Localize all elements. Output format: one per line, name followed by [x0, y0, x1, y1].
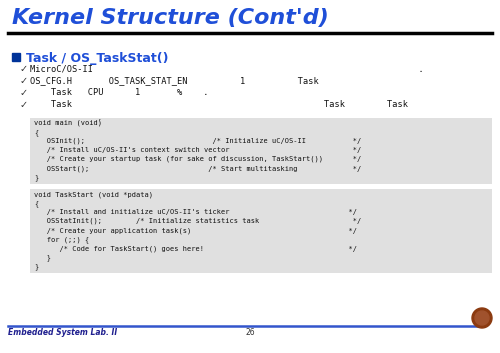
Text: ✓: ✓ — [20, 76, 28, 86]
Bar — [30, 189, 492, 273]
Text: /* Create your application task(s)                                     */: /* Create your application task(s) */ — [34, 227, 357, 233]
Text: /* Install and initialize uC/OS-II's ticker                            */: /* Install and initialize uC/OS-II's tic… — [34, 209, 357, 215]
Text: void main (void): void main (void) — [34, 120, 102, 126]
Text: Task / OS_TaskStat(): Task / OS_TaskStat() — [26, 52, 169, 65]
Text: .: . — [98, 112, 102, 122]
Text: /* Code for TaskStart() goes here!                                  */: /* Code for TaskStart() goes here! */ — [34, 245, 357, 251]
Text: OSInit();                              /* Initialize uC/OS-II           */: OSInit(); /* Initialize uC/OS-II */ — [34, 138, 361, 144]
Text: MicroC/OS-II                                                              .: MicroC/OS-II . — [30, 64, 424, 73]
Circle shape — [475, 311, 489, 325]
Text: {: { — [34, 129, 38, 136]
Text: OSStart();                            /* Start multitasking             */: OSStart(); /* Start multitasking */ — [34, 165, 361, 172]
Text: void TaskStart (void *pdata): void TaskStart (void *pdata) — [34, 191, 153, 197]
Text: {: { — [34, 200, 38, 207]
Text: ✓: ✓ — [20, 64, 28, 74]
Text: }: } — [34, 263, 38, 270]
Text: /* Install uC/OS-II's context switch vector                             */: /* Install uC/OS-II's context switch vec… — [34, 147, 361, 153]
Text: 26: 26 — [245, 328, 255, 337]
Text: ✓: ✓ — [20, 100, 28, 110]
Text: Embedded System Lab. II: Embedded System Lab. II — [8, 328, 117, 337]
Bar — [12, 53, 20, 61]
Circle shape — [472, 308, 492, 328]
Text: /* Create your startup task (for sake of discussion, TaskStart())       */: /* Create your startup task (for sake of… — [34, 156, 361, 162]
Text: for (;;) {: for (;;) { — [34, 236, 89, 243]
Text: ✓: ✓ — [20, 88, 28, 98]
Text: OSStatInit();        /* Initialize statistics task                      */: OSStatInit(); /* Initialize statistics t… — [34, 218, 361, 225]
Text: }: } — [34, 174, 38, 181]
Text: Kernel Structure (Cont'd): Kernel Structure (Cont'd) — [12, 8, 329, 28]
Text: Task                                                Task        Task: Task Task Task — [30, 100, 408, 109]
Text: }: } — [34, 254, 51, 261]
Text: Task   CPU      1       %    .: Task CPU 1 % . — [30, 88, 208, 97]
Bar — [30, 118, 492, 184]
Text: OS_CFG.H       OS_TASK_STAT_EN          1          Task: OS_CFG.H OS_TASK_STAT_EN 1 Task — [30, 76, 319, 85]
